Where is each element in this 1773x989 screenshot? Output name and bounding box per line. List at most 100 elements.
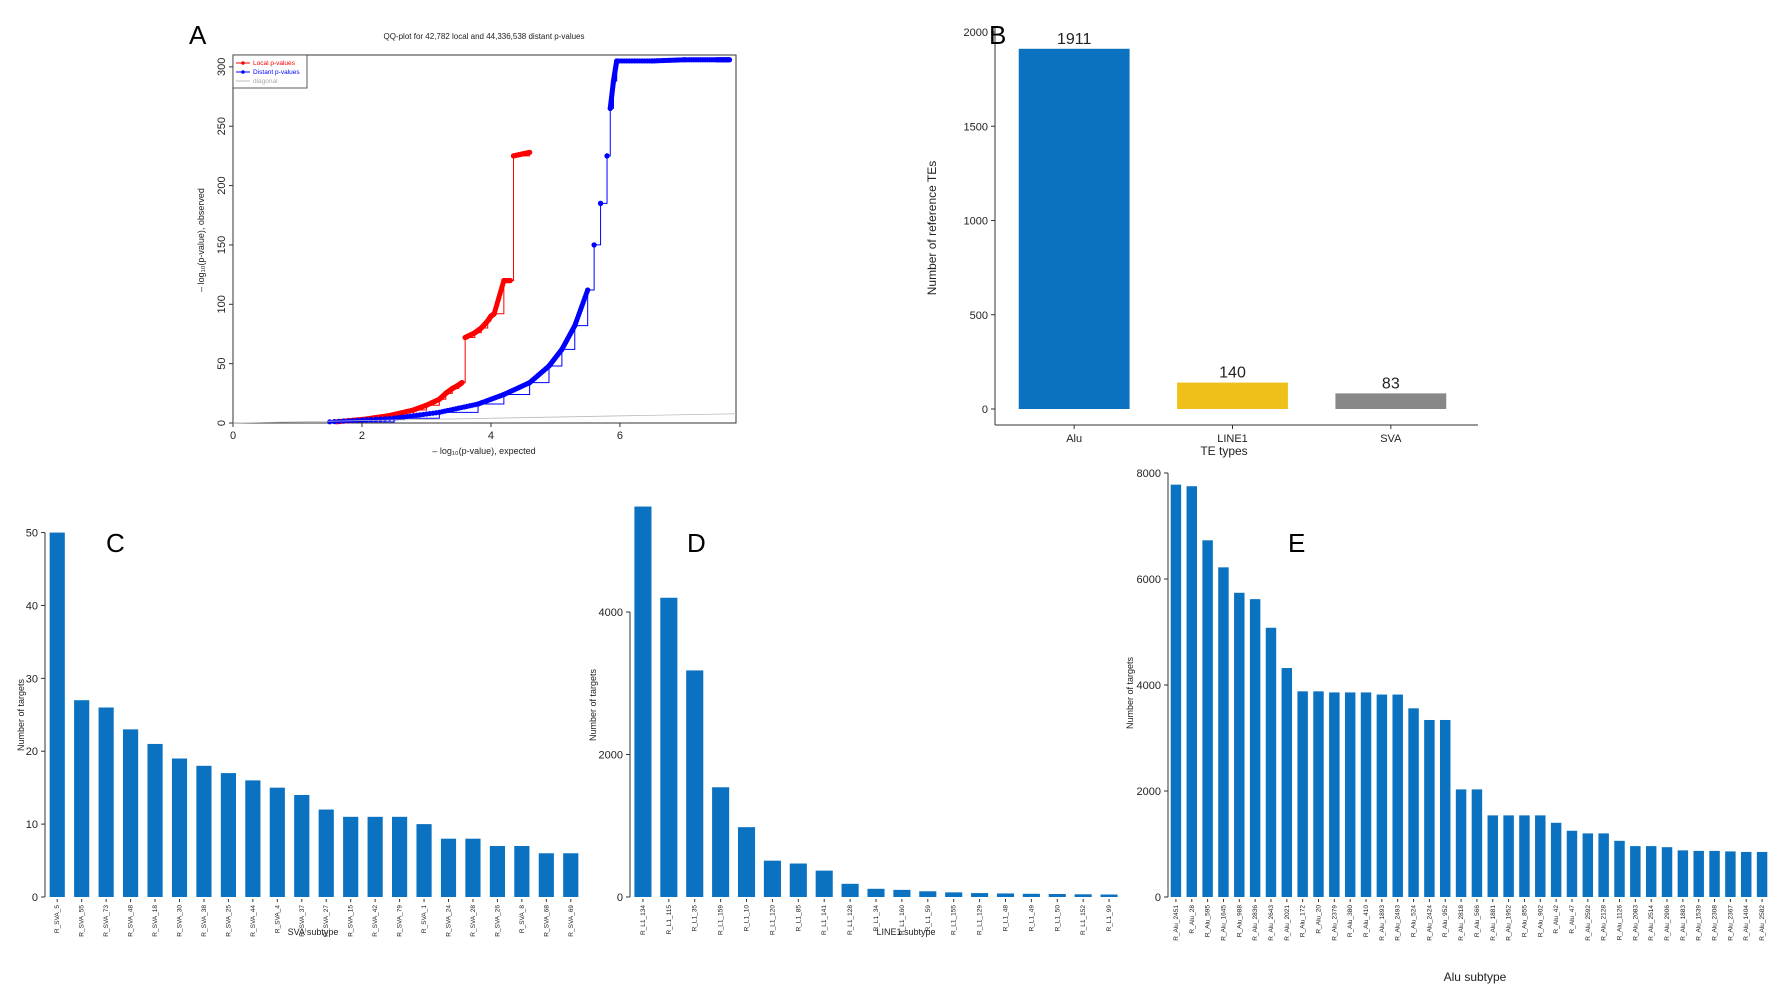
panel-a-title: QQ-plot for 42,782 local and 44,336,538 … (383, 32, 584, 41)
panel-a-point-distant-p-values (591, 242, 597, 248)
panel-b-y-title: Number of reference TEs (925, 161, 939, 296)
panel-a-point-distant-p-values (604, 153, 610, 159)
panel-a-xtick-label: 0 (230, 430, 236, 442)
panel-e-xtick-label: R_Alu_2451 (1173, 905, 1180, 941)
panel-e-bar (1519, 815, 1530, 897)
panel-e-xtick-label: R_Alu_1881 (1490, 905, 1497, 941)
panel-a-point-local-p-values (507, 277, 513, 284)
panel-e-xtick-label: R_Alu_952 (1442, 905, 1449, 938)
panel-c-bar (392, 816, 408, 897)
panel-e-bar (1249, 599, 1261, 897)
panel-e-xtick-label: R_Alu_2379 (1331, 905, 1338, 941)
panel-d-bar (919, 891, 937, 897)
panel-e-xtick-label: R_Alu_988 (1236, 905, 1243, 938)
panel-d-bar (763, 860, 781, 897)
panel-a-line-diagonal (232, 413, 737, 424)
panel-e-bar (1693, 850, 1704, 897)
panel-e-xtick-label: R_Alu_2424 (1426, 905, 1433, 941)
panel-d-letter: D (687, 528, 706, 558)
panel-c-letter: C (106, 528, 125, 558)
panel-e-xtick-label: R_Alu_1404 (1743, 905, 1750, 941)
panel-c-bar (489, 845, 505, 897)
panel-d-bar (893, 889, 911, 897)
panel-e-letter: E (1288, 528, 1305, 558)
panel-b-letter: B (989, 20, 1006, 50)
panel-d-ytick-label: 0 (617, 892, 623, 904)
panel-e-bar (1408, 708, 1419, 897)
panel-d: 0 2000 4000 R_L1_134 R_L1_115 R_L1_35 R_L1_159… (588, 506, 1118, 937)
panel-a-point-local-p-values (527, 149, 533, 155)
panel-e-bar (1756, 851, 1768, 897)
panel-d-xtick-label: R_L1_120 (769, 905, 776, 935)
panel-e-bar (1598, 833, 1609, 897)
panel-a-series (232, 57, 737, 425)
panel-d-xtick-label: R_L1_160 (899, 905, 906, 935)
legend-distant-label: Distant p-values (253, 69, 300, 76)
panel-e-bar (1218, 567, 1229, 897)
panel-e-bar (1487, 815, 1498, 897)
panel-c-xtick-label: R_SVA_48 (128, 905, 135, 937)
panel-c-xtick-label: R_SVA_69 (568, 905, 575, 937)
panel-a-point-distant-p-values (359, 417, 365, 423)
panel-e-xtick-label: R_Alu_1126 (1617, 905, 1624, 941)
panel-d-axes: 0 2000 4000 R_L1_134 R_L1_115 R_L1_35 R_L1_159… (599, 607, 1114, 935)
panel-a-x-title: – log₁₀(p-value), expected (432, 446, 535, 456)
panel-e-xtick-label: R_Alu_2021 (1284, 905, 1291, 941)
panel-b-x-title: TE types (1200, 444, 1247, 458)
panel-c-xtick-label: R_SVA_44 (250, 905, 257, 937)
panel-d-xtick-label: R_L1_34 (873, 905, 880, 932)
panel-e-xtick-label: R_Alu_1539 (1696, 905, 1703, 941)
panel-d-bar (712, 787, 730, 897)
panel-e-bar (1265, 627, 1277, 897)
panel-c-xtick-label: R_SVA_27 (323, 905, 330, 937)
panel-c-bar (147, 743, 163, 897)
panel-c-ytick-label: 20 (26, 746, 38, 758)
panel-c-bar (343, 816, 359, 897)
panel-e-bar (1424, 719, 1435, 897)
panel-a-y-title: – log₁₀(p-value), observed (196, 188, 206, 292)
panel-e-bars (1170, 484, 1768, 897)
panel-d-xtick-label: R_L1_10 (744, 905, 751, 932)
panel-a-point-distant-p-values (327, 419, 333, 425)
panel-a-point-distant-p-values (363, 417, 370, 423)
panel-e-xtick-label: R_Alu_2836 (1252, 905, 1259, 941)
panel-b-bar (1018, 48, 1130, 410)
panel-e-xtick-label: R_Alu_1952 (1506, 905, 1513, 941)
panel-a-point-distant-p-values (368, 416, 374, 423)
panel-e-xtick-label: R_Alu_20 (1316, 905, 1323, 934)
panel-b-data-label: 1911 (1057, 31, 1092, 48)
panel-c-bar (465, 838, 481, 897)
panel-e-xtick-label: R_Alu_28 (1189, 905, 1196, 934)
panel-a-plot-border (232, 54, 737, 424)
panel-e-bar (1313, 691, 1324, 897)
panel-d-ytick-label: 4000 (599, 607, 623, 619)
panel-e-xtick-label: R_Alu_1883 (1680, 905, 1687, 941)
panel-d-xtick-label: R_L1_50 (1054, 905, 1061, 932)
panel-c-xtick-label: R_SVA_18 (152, 905, 159, 937)
panel-c-bar (318, 809, 334, 897)
panel-d-bar (737, 827, 756, 897)
panel-c-bar (514, 845, 530, 897)
panel-c-xtick-label: R_SVA_79 (397, 905, 404, 937)
panel-e-xtick-label: R_Alu_524 (1411, 905, 1418, 938)
panel-e-xtick-label: R_Alu_410 (1363, 905, 1370, 938)
legend-local-marker (241, 61, 245, 65)
panel-c-x-title: SVA subtype (288, 927, 339, 937)
panel-c-bar (416, 824, 432, 897)
panel-e: 0 2000 4000 6000 8000 R_Alu_2451 R_Alu_28 R_Alu… (1125, 468, 1768, 984)
panel-e-xtick-label: R_Alu_1645 (1220, 905, 1227, 941)
panel-d-xtick-label: R_L1_159 (718, 905, 725, 935)
panel-e-bar (1471, 789, 1483, 897)
panel-e-bar (1566, 830, 1578, 897)
panel-d-xtick-label: R_L1_48 (1002, 905, 1009, 932)
panel-a-ytick-label: 100 (216, 295, 228, 313)
panel-d-bar (1074, 894, 1092, 897)
panel-e-y-title: Number of targets (1125, 656, 1135, 729)
panel-c-bar (123, 729, 139, 897)
panel-a-legend: Local p-values Distant p-values diagonal (232, 54, 308, 89)
panel-e-x-title: Alu subtype (1444, 970, 1507, 984)
panel-e-xtick-label: R_Alu_42 (1553, 905, 1560, 934)
panel-b-bar (1177, 382, 1288, 409)
panel-d-xtick-label: R_L1_129 (977, 905, 984, 935)
panel-b-data-label: 140 (1219, 365, 1246, 382)
